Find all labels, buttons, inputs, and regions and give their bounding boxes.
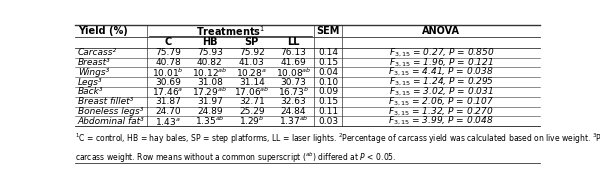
Text: 31.87: 31.87 xyxy=(155,97,181,106)
Text: ANOVA: ANOVA xyxy=(422,26,460,36)
Text: Carcass²: Carcass² xyxy=(78,48,117,57)
Text: carcass weight. Row means without a common superscript ($^{ab}$) differed at $P$: carcass weight. Row means without a comm… xyxy=(75,151,397,165)
Text: 30.69: 30.69 xyxy=(155,78,181,87)
Text: 24.84: 24.84 xyxy=(281,107,306,116)
Text: 24.89: 24.89 xyxy=(197,107,223,116)
Text: 0.15: 0.15 xyxy=(319,97,338,106)
Text: $F_{3,15}$ = 2.06, $P$ = 0.107: $F_{3,15}$ = 2.06, $P$ = 0.107 xyxy=(388,96,494,108)
Text: 31.97: 31.97 xyxy=(197,97,223,106)
Text: SP: SP xyxy=(245,37,259,47)
Text: 75.92: 75.92 xyxy=(239,48,265,57)
Text: $F_{3,15}$ = 0.27, $P$ = 0.850: $F_{3,15}$ = 0.27, $P$ = 0.850 xyxy=(389,47,494,59)
Text: 41.03: 41.03 xyxy=(239,58,265,67)
Text: Legs³: Legs³ xyxy=(78,78,103,87)
Text: 17.46$^a$: 17.46$^a$ xyxy=(152,86,184,97)
Text: 32.71: 32.71 xyxy=(239,97,265,106)
Text: 1.37$^{ab}$: 1.37$^{ab}$ xyxy=(278,115,308,127)
Text: 0.15: 0.15 xyxy=(319,58,338,67)
Text: 25.29: 25.29 xyxy=(239,107,265,116)
Text: LL: LL xyxy=(287,37,300,47)
Text: $F_{3,15}$ = 1.32, $P$ = 0.270: $F_{3,15}$ = 1.32, $P$ = 0.270 xyxy=(388,105,494,118)
Text: $F_{3,15}$ = 1.96, $P$ = 0.121: $F_{3,15}$ = 1.96, $P$ = 0.121 xyxy=(389,56,494,69)
Text: 0.09: 0.09 xyxy=(319,87,338,96)
Text: Breast³: Breast³ xyxy=(78,58,110,67)
Text: 0.11: 0.11 xyxy=(319,107,338,116)
Text: 1.35$^{ab}$: 1.35$^{ab}$ xyxy=(195,115,225,127)
Text: 1.43$^a$: 1.43$^a$ xyxy=(155,116,181,127)
Text: Breast fillet³: Breast fillet³ xyxy=(78,97,133,106)
Text: 17.29$^{ab}$: 17.29$^{ab}$ xyxy=(193,86,227,98)
Text: 40.78: 40.78 xyxy=(155,58,181,67)
Text: C: C xyxy=(164,37,172,47)
Text: Boneless legs³: Boneless legs³ xyxy=(78,107,143,116)
Text: 0.04: 0.04 xyxy=(319,68,338,77)
Text: Abdominal fat³: Abdominal fat³ xyxy=(78,117,145,126)
Text: $F_{3,15}$ = 4.41, $P$ = 0.038: $F_{3,15}$ = 4.41, $P$ = 0.038 xyxy=(388,66,494,78)
Text: Yield (%): Yield (%) xyxy=(78,26,128,36)
Text: 40.82: 40.82 xyxy=(197,58,223,67)
Text: 16.73$^b$: 16.73$^b$ xyxy=(278,86,309,98)
Text: 0.10: 0.10 xyxy=(319,78,338,87)
Text: 75.93: 75.93 xyxy=(197,48,223,57)
Text: 10.12$^{ab}$: 10.12$^{ab}$ xyxy=(192,66,227,79)
Text: 31.08: 31.08 xyxy=(197,78,223,87)
Text: Back³: Back³ xyxy=(78,87,103,96)
Text: 75.79: 75.79 xyxy=(155,48,181,57)
Text: Wings³: Wings³ xyxy=(78,68,109,77)
Text: HB: HB xyxy=(202,37,218,47)
Text: 32.63: 32.63 xyxy=(281,97,307,106)
Text: $^1$C = control, HB = hay bales, SP = step platforms, LL = laser lights. $^2$Per: $^1$C = control, HB = hay bales, SP = st… xyxy=(75,132,600,146)
Text: SEM: SEM xyxy=(317,26,340,36)
Text: $F_{3,15}$ = 1.24, $P$ = 0.295: $F_{3,15}$ = 1.24, $P$ = 0.295 xyxy=(389,76,494,88)
Text: 76.13: 76.13 xyxy=(281,48,307,57)
Text: 0.14: 0.14 xyxy=(319,48,338,57)
Text: Treatments$^1$: Treatments$^1$ xyxy=(196,24,265,38)
Text: 0.03: 0.03 xyxy=(319,117,338,126)
Text: 17.06$^{ab}$: 17.06$^{ab}$ xyxy=(234,86,269,98)
Text: 30.73: 30.73 xyxy=(281,78,307,87)
Text: 10.08$^{ab}$: 10.08$^{ab}$ xyxy=(276,66,311,79)
Text: 10.28$^a$: 10.28$^a$ xyxy=(236,67,267,78)
Text: 1.29$^b$: 1.29$^b$ xyxy=(239,115,265,127)
Text: 31.14: 31.14 xyxy=(239,78,265,87)
Text: 24.70: 24.70 xyxy=(155,107,181,116)
Text: 41.69: 41.69 xyxy=(281,58,307,67)
Text: 10.01$^b$: 10.01$^b$ xyxy=(152,66,184,79)
Text: $F_{3,15}$ = 3.02, $P$ = 0.031: $F_{3,15}$ = 3.02, $P$ = 0.031 xyxy=(389,86,494,98)
Text: $F_{3,15}$ = 3.99, $P$ = 0.048: $F_{3,15}$ = 3.99, $P$ = 0.048 xyxy=(388,115,494,127)
